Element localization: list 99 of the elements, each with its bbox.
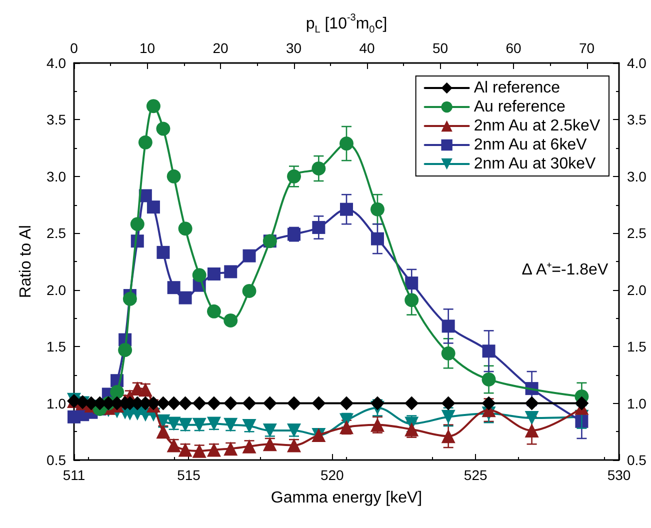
y-tick-label: 2.0 <box>46 282 66 298</box>
point <box>224 313 238 328</box>
point <box>482 396 496 410</box>
point <box>370 202 384 216</box>
point <box>340 202 353 216</box>
point <box>118 342 132 357</box>
point <box>370 232 384 246</box>
x2-tick-label: 60 <box>506 40 522 56</box>
x2-tick-label: 20 <box>212 40 228 56</box>
y-tick-label: 3.5 <box>46 112 66 128</box>
point <box>146 99 160 114</box>
x2-tick-label: 30 <box>286 40 302 56</box>
point <box>156 396 170 410</box>
point <box>312 396 326 410</box>
point <box>166 396 181 410</box>
point <box>156 122 170 136</box>
y2-tick-label: 3.5 <box>627 112 647 128</box>
point <box>167 281 180 294</box>
point <box>441 429 456 444</box>
point <box>404 396 419 410</box>
point <box>287 438 302 452</box>
y-tick-label: 1.5 <box>46 338 66 355</box>
point <box>224 442 238 456</box>
point <box>524 411 539 426</box>
point <box>262 396 277 410</box>
point <box>156 246 170 259</box>
legend-label: Al reference <box>474 80 560 96</box>
point <box>206 396 221 410</box>
point <box>146 200 160 214</box>
point <box>192 444 206 458</box>
x2-tick-label: 40 <box>359 40 376 56</box>
point <box>404 293 419 308</box>
y-tick-label: 4.0 <box>46 55 66 71</box>
y-axis-title: Ratio to Al <box>18 225 34 298</box>
x2-tick-label: 10 <box>139 40 156 56</box>
annotation: Δ A⁺=-1.8eV <box>522 262 608 278</box>
x-tick-label: 511 <box>62 467 86 483</box>
x-tick-label: 530 <box>607 467 631 483</box>
point <box>312 161 326 176</box>
legend-label: 2nm Au at 2.5keV <box>474 118 600 134</box>
point <box>207 267 220 280</box>
point <box>178 291 192 304</box>
x-tick-label: 515 <box>177 467 201 483</box>
point <box>442 320 455 333</box>
point <box>130 217 144 232</box>
legend-label: 2nm Au at 30keV <box>474 156 596 172</box>
point <box>178 222 192 236</box>
point <box>178 442 192 457</box>
point <box>224 265 238 278</box>
point <box>178 396 192 410</box>
point <box>340 396 354 410</box>
point <box>122 292 137 306</box>
point <box>138 135 152 150</box>
point <box>370 418 384 432</box>
x2-tick-label: 70 <box>578 40 595 56</box>
point <box>482 372 496 386</box>
point <box>524 396 539 410</box>
y-tick-label: 2.5 <box>46 225 66 242</box>
point <box>166 438 181 452</box>
point <box>224 396 238 410</box>
x-tick-label: 520 <box>320 467 344 483</box>
point <box>370 396 384 410</box>
point <box>482 344 496 358</box>
point <box>242 249 256 262</box>
y-tick-label: 0.5 <box>46 452 66 468</box>
point <box>441 346 456 360</box>
y2-tick-label: 1.5 <box>627 338 647 355</box>
point <box>287 396 302 410</box>
y2-tick-label: 2.0 <box>627 282 647 298</box>
y-tick-label: 3.0 <box>46 168 66 184</box>
point <box>206 442 221 457</box>
point <box>340 136 354 151</box>
point <box>242 396 256 410</box>
point <box>574 396 589 410</box>
x2-tick-label: 0 <box>70 40 78 56</box>
y2-tick-label: 3.0 <box>627 168 647 184</box>
x-tick-label: 525 <box>464 467 488 483</box>
y2-tick-label: 2.5 <box>627 225 647 242</box>
point <box>206 304 221 318</box>
point <box>287 169 302 184</box>
y2-tick-label: 0.5 <box>627 452 647 468</box>
point <box>242 439 256 454</box>
y-tick-label: 1.0 <box>46 395 66 412</box>
point <box>441 396 456 410</box>
point <box>192 268 206 282</box>
legend-label: 2nm Au at 6keV <box>474 136 588 154</box>
point <box>262 437 277 452</box>
y2-tick-label: 4.0 <box>627 55 647 71</box>
x-axis-title: Gamma energy [keV] <box>270 490 422 506</box>
point <box>192 396 206 410</box>
point <box>242 284 256 298</box>
x2-tick-label: 50 <box>432 40 448 56</box>
point <box>312 220 326 234</box>
y2-tick-label: 1.0 <box>627 395 647 412</box>
point <box>166 169 181 184</box>
point <box>110 384 124 399</box>
point <box>524 424 539 438</box>
point <box>405 276 418 290</box>
legend-label: Au reference <box>474 98 566 116</box>
